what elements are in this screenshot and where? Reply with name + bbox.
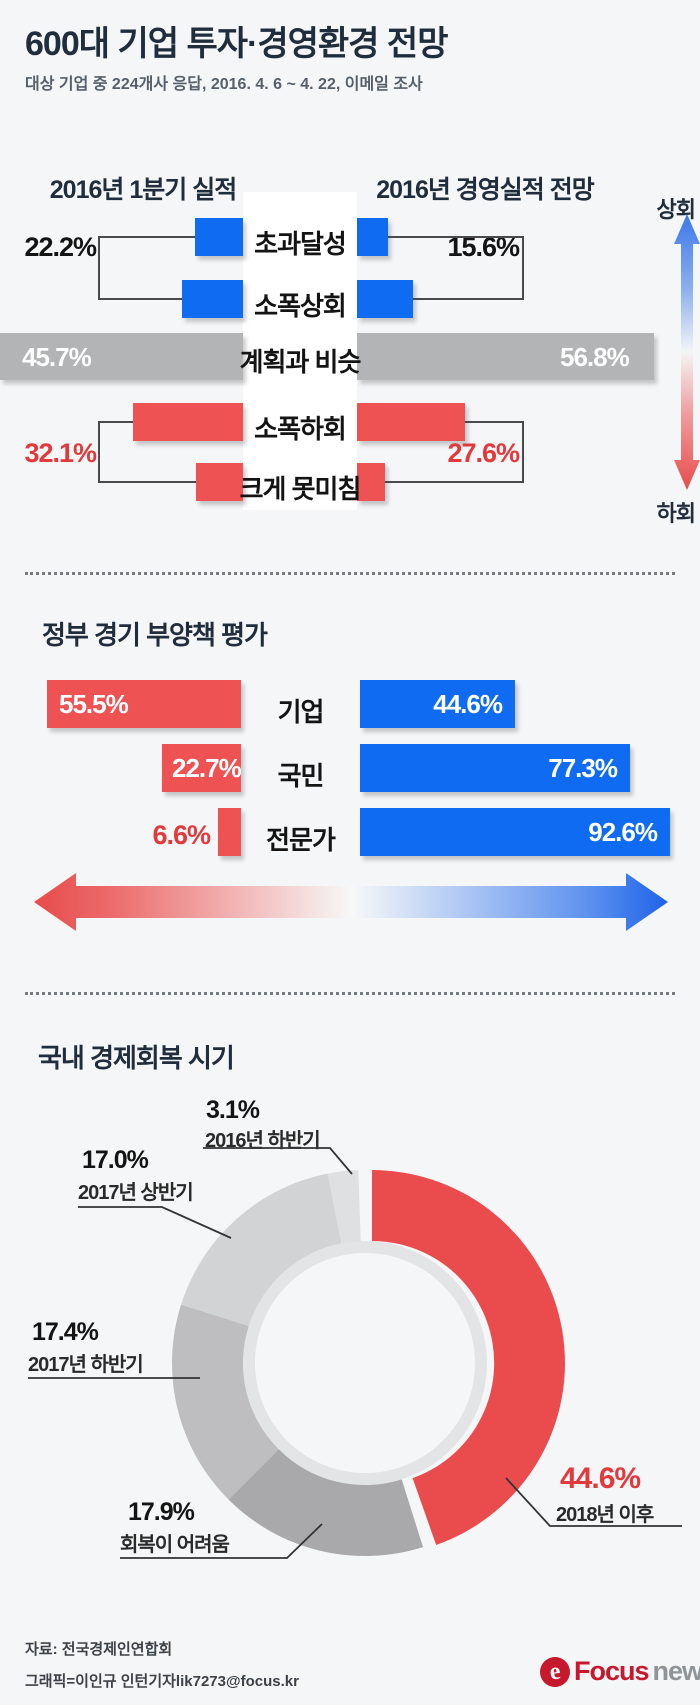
chart1-left-title: 2016년 1분기 실적	[49, 176, 237, 204]
focus-news-logo-news: news	[652, 1656, 700, 1686]
chart2-blue-bar-public: 77.3%	[360, 744, 630, 792]
chart1-category-exceed: 초과달성	[254, 229, 347, 259]
footer-source: 자료: 전국경제인연합회	[25, 1641, 173, 1658]
chart1-left-below-pct: 32.1%	[24, 438, 97, 468]
divider-1	[25, 572, 675, 575]
page-title: 600대 기업 투자·경영환경 전망	[25, 25, 448, 63]
callout-2017h1	[78, 1206, 232, 1239]
chart3-pct-2016h2: 3.1%	[206, 1096, 260, 1124]
chart2-blue-bar-company: 44.6%	[360, 680, 515, 728]
chart1-center-column	[243, 192, 357, 510]
chart3-pct-2017h2: 17.4%	[32, 1318, 99, 1346]
chart1-left-above-pct: 22.2%	[24, 232, 97, 262]
focus-news-logo-focus: Focus	[574, 1656, 650, 1686]
donut-slice-no-recovery	[228, 1449, 423, 1557]
chart1-right-bar-slightly-below	[357, 403, 465, 441]
chart2-category-expert: 전문가	[266, 825, 336, 855]
chart2-blue-pct-company: 44.6%	[433, 688, 503, 719]
chart1-axis-bottom-label: 하회	[656, 501, 696, 526]
chart2-red-bar-company: 55.5%	[47, 680, 241, 728]
chart1-left-bar-slightly-above	[182, 280, 243, 318]
chart2-red-pct-expert: 6.6%	[152, 820, 211, 850]
divider-2	[25, 992, 675, 995]
chart2-category-public: 국민	[277, 761, 325, 791]
chart3-pct-no-recovery: 17.9%	[128, 1498, 195, 1526]
chart3-label-2016h2: 2016년 하반기	[205, 1130, 321, 1152]
chart2-blue-bar-expert: 92.6%	[360, 808, 670, 856]
donut-inner-shadow	[243, 1241, 487, 1485]
chart1-right-above-pct: 15.6%	[447, 232, 520, 262]
chart1-left-bar-as-planned	[0, 333, 243, 380]
chart2-left-axis-label: 도움된다	[82, 895, 167, 922]
chart3-pct-2017h1: 17.0%	[82, 1146, 149, 1174]
chart2-red-bar-expert	[218, 808, 241, 856]
chart1-left-same-pct: 45.7%	[22, 342, 92, 372]
donut-chart	[172, 1170, 565, 1557]
chart1-left-bar-exceed	[195, 218, 243, 256]
chart2-title: 정부 경기 부양책 평가	[42, 620, 268, 650]
chart2-red-pct-public: 22.7%	[172, 752, 242, 783]
chart1-left-bar-slightly-below	[133, 403, 243, 441]
chart1-right-title: 2016년 경영실적 전망	[376, 176, 595, 204]
page-subtitle: 대상 기업 중 224개사 응답, 2016. 4. 6 ~ 4. 22, 이메…	[25, 76, 423, 93]
chart2-red-bar-public: 22.7%	[162, 744, 242, 792]
chart3-pct-2018after: 44.6%	[560, 1462, 641, 1495]
chart1-left-bracket-above	[98, 236, 195, 300]
chart1-right-bar-as-planned	[357, 333, 654, 380]
donut-slice-2017h2	[172, 1304, 279, 1500]
chart1-category-as-planned: 계획과 비슷	[239, 347, 362, 377]
chart3-label-2018after: 2018년 이후	[556, 1504, 654, 1526]
chart2-blue-pct-public: 77.3%	[548, 752, 618, 783]
chart1-axis-top-label: 상회	[656, 197, 696, 222]
chart1-right-bar-exceed	[357, 218, 388, 256]
chart2-right-axis-label: 도움 안된다	[536, 895, 649, 922]
chart1-right-same-pct: 56.8%	[560, 342, 630, 372]
chart1-category-far-below: 크게 못미침	[239, 474, 362, 504]
chart2-category-company: 기업	[277, 697, 325, 727]
chart3-title: 국내 경제회복 시기	[38, 1043, 235, 1073]
chart1-right-bar-far-below	[357, 463, 385, 501]
footer-credit: 그래픽=이인규 인턴기자lik7273@focus.kr	[25, 1673, 299, 1690]
chart3-label-2017h2: 2017년 하반기	[28, 1354, 144, 1376]
focus-news-logo-mark-icon: e	[538, 1654, 572, 1689]
chart1-right-below-pct: 27.6%	[447, 438, 520, 468]
donut-slice-2017h1	[181, 1173, 342, 1326]
chart1-left-bar-far-below	[196, 463, 243, 501]
chart3-label-no-recovery: 회복이 어려움	[120, 1534, 230, 1556]
chart3-label-2017h1: 2017년 상반기	[78, 1182, 194, 1204]
donut-slice-2016h2	[327, 1170, 361, 1244]
chart2-blue-pct-expert: 92.6%	[588, 816, 658, 847]
chart1-category-slightly-below: 소폭하회	[254, 414, 347, 444]
chart1-right-bar-slightly-above	[357, 280, 413, 318]
chart2-red-pct-company: 55.5%	[59, 688, 129, 719]
donut-slice-2018after	[372, 1170, 565, 1545]
focus-news-logo: e Focus news	[538, 1654, 700, 1689]
chart1-category-slightly-above: 소폭상회	[254, 291, 347, 321]
chart1-updown-gradient-arrow	[674, 214, 700, 490]
